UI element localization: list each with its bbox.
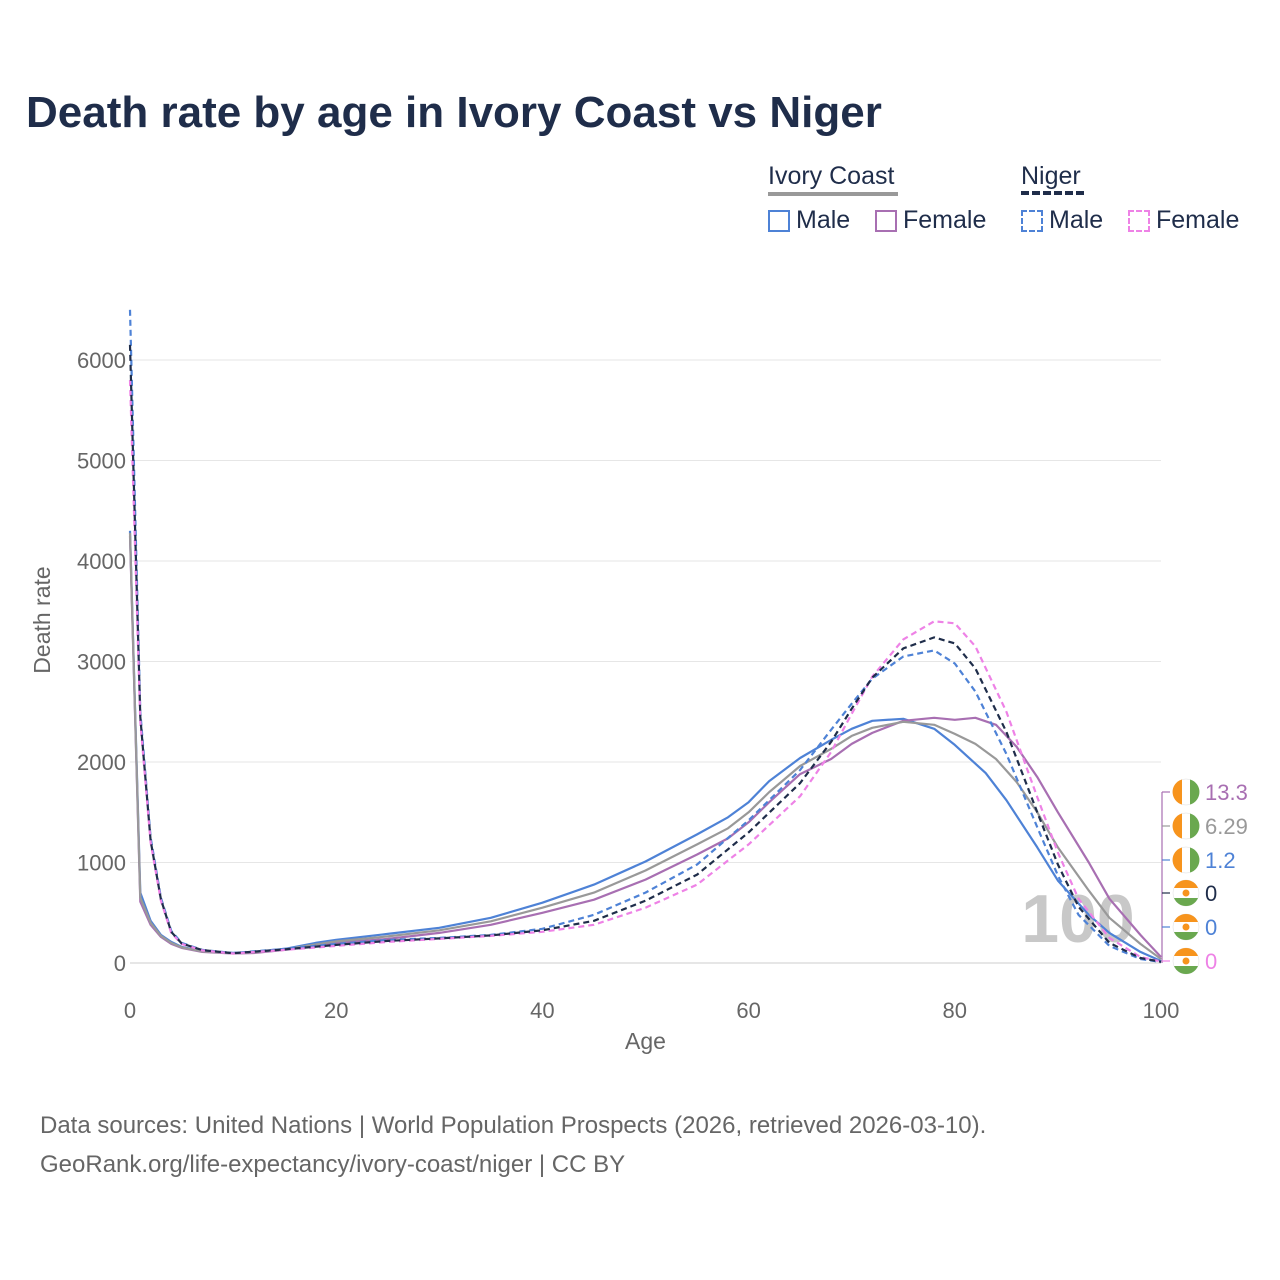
legend-label-niger-female: Female — [1156, 206, 1240, 234]
legend-niger-underline — [1021, 191, 1084, 195]
end-label-value: 0 — [1205, 915, 1217, 940]
flag-stripe-green — [1190, 779, 1200, 805]
series-lines — [128, 309, 1162, 964]
series-line-niger-female — [128, 380, 1162, 963]
watermark-layer: 100 — [1021, 881, 1134, 957]
series-line-ivory-coast-female — [128, 535, 1162, 958]
y-tick-label: 3000 — [77, 650, 126, 675]
legend-ivory-coast-underline — [768, 192, 898, 196]
flag-stripe-green — [1174, 898, 1198, 907]
flag-stripe-orange — [1172, 779, 1182, 805]
data-source: Data sources: United Nations | World Pop… — [40, 1106, 986, 1184]
x-tick-label: 40 — [530, 998, 554, 1023]
series-line-ivory-coast-male — [128, 530, 1162, 963]
end-label-value: 6.29 — [1205, 814, 1248, 839]
x-tick-label: 20 — [324, 998, 348, 1023]
y-tick-label: 4000 — [77, 549, 126, 574]
y-tick-label: 5000 — [77, 449, 126, 474]
y-axis-label: Death rate — [29, 566, 55, 673]
end-label-value: 0 — [1205, 881, 1217, 906]
legend-item-niger-male[interactable]: Male — [1021, 206, 1103, 235]
legend-label-ivory-male: Male — [796, 206, 851, 234]
series-line-ivory-coast-total — [128, 532, 1162, 960]
flag-stripe-green — [1190, 813, 1200, 839]
flag-stripe-orange — [1172, 813, 1182, 839]
x-tick-label: 80 — [943, 998, 967, 1023]
end-labels: 13.3 6.29 1.2 0 0 0 — [1161, 778, 1248, 975]
niger-flag-icon — [1172, 947, 1200, 975]
niger-flag-icon — [1172, 879, 1200, 907]
flag-stripe-orange — [1172, 847, 1182, 873]
legend-swatch-ivory-male — [768, 209, 790, 232]
legend-swatch-niger-female — [1128, 209, 1150, 232]
series-line-niger-male — [128, 309, 1162, 964]
flag-stripe-orange — [1174, 880, 1198, 888]
x-tick-label: 100 — [1143, 998, 1180, 1023]
axes: 0 1000 2000 3000 4000 5000 6000 0 20 40 60 80 100 Age… — [29, 348, 1179, 1054]
series-line-niger-total — [128, 344, 1162, 963]
x-axis-label: Age — [625, 1028, 666, 1054]
flag-stripe-green — [1190, 847, 1200, 873]
ivory-coast-flag-icon — [1172, 778, 1200, 806]
flag-stripe-green — [1174, 932, 1198, 941]
legend-title-ivory-coast: Ivory Coast — [768, 162, 895, 190]
chart-title: Death rate by age in Ivory Coast vs Nige… — [26, 88, 882, 137]
y-tick-label: 1000 — [77, 851, 126, 876]
grid-lines — [130, 359, 1161, 964]
flag-sun — [1182, 923, 1190, 931]
legend-swatch-niger-male — [1021, 209, 1043, 232]
y-tick-label: 0 — [114, 951, 126, 976]
legend-swatch-ivory-female — [875, 209, 897, 232]
x-tick-label: 0 — [124, 998, 136, 1023]
x-tick-label: 60 — [736, 998, 760, 1023]
y-tick-label: 2000 — [77, 750, 126, 775]
y-tick-label: 6000 — [77, 348, 126, 373]
ivory-coast-flag-icon — [1172, 846, 1200, 874]
flag-stripe-orange — [1174, 948, 1198, 956]
source-line-2[interactable]: GeoRank.org/life-expectancy/ivory-coast/… — [40, 1151, 626, 1178]
legend-title-niger: Niger — [1021, 162, 1081, 190]
flag-stripe-orange — [1174, 914, 1198, 922]
niger-flag-icon — [1172, 913, 1200, 941]
ivory-coast-flag-icon — [1172, 812, 1200, 840]
end-label-value: 13.3 — [1205, 780, 1248, 805]
end-label-value: 1.2 — [1205, 848, 1236, 873]
year-watermark: 100 — [1021, 881, 1134, 957]
flag-stripe-green — [1174, 966, 1198, 975]
legend-item-ivory-female[interactable]: Female — [875, 206, 986, 235]
legend-label-niger-male: Male — [1049, 206, 1104, 234]
legend-item-ivory-male[interactable]: Male — [768, 206, 850, 235]
legend-item-niger-female[interactable]: Female — [1128, 206, 1239, 235]
legend-label-ivory-female: Female — [903, 206, 987, 234]
flag-sun — [1182, 957, 1190, 965]
flag-sun — [1182, 889, 1190, 897]
source-line-1: Data sources: United Nations | World Pop… — [40, 1112, 987, 1139]
end-label-value: 0 — [1205, 949, 1217, 974]
